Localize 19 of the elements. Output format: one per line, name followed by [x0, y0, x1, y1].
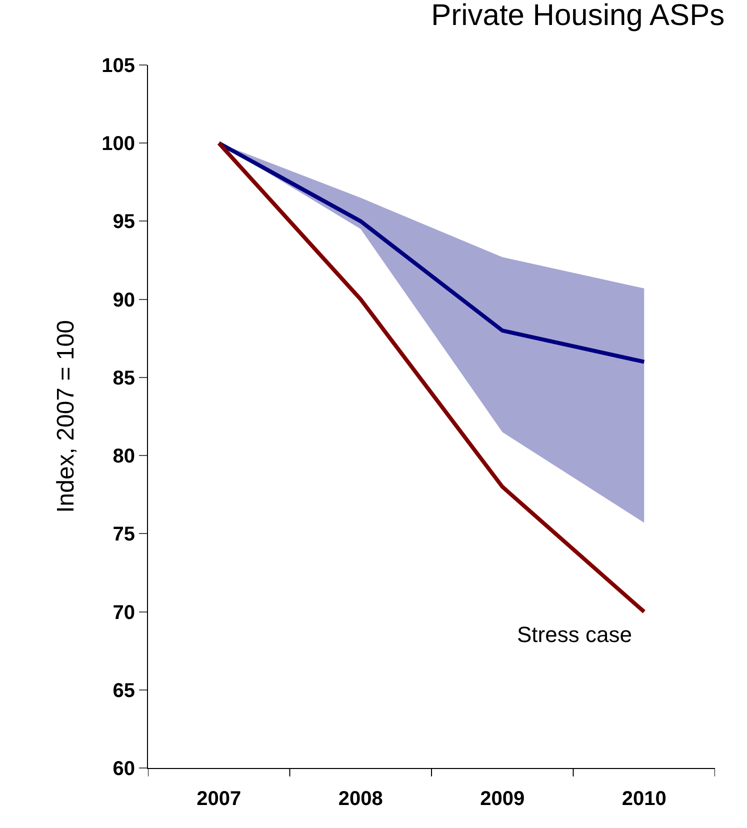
line-series	[216, 141, 646, 614]
y-tick-label: 75	[112, 524, 135, 546]
y-tick-label: 95	[112, 211, 135, 234]
y-tick-label: 65	[112, 680, 135, 702]
y-tick-label: 60	[112, 758, 135, 780]
y-tick-label: 90	[112, 289, 135, 312]
y-tick-label: 85	[112, 367, 135, 390]
series-label: Stress case	[517, 622, 632, 647]
x-tick-label: 2007	[196, 788, 242, 810]
line-series	[216, 141, 646, 364]
y-tick-label: 105	[102, 55, 135, 77]
x-tick-label: 2008	[338, 788, 383, 810]
y-tick-label: 80	[112, 446, 135, 468]
y-tick-label: 100	[102, 133, 135, 156]
x-tick-label: 2010	[622, 788, 666, 810]
y-axis-title: Index, 2007 = 100	[52, 320, 80, 513]
chart-title: Private Housing ASPs	[431, 0, 725, 32]
y-tick-label: 70	[112, 602, 135, 624]
x-tick-label: 2009	[480, 788, 525, 810]
